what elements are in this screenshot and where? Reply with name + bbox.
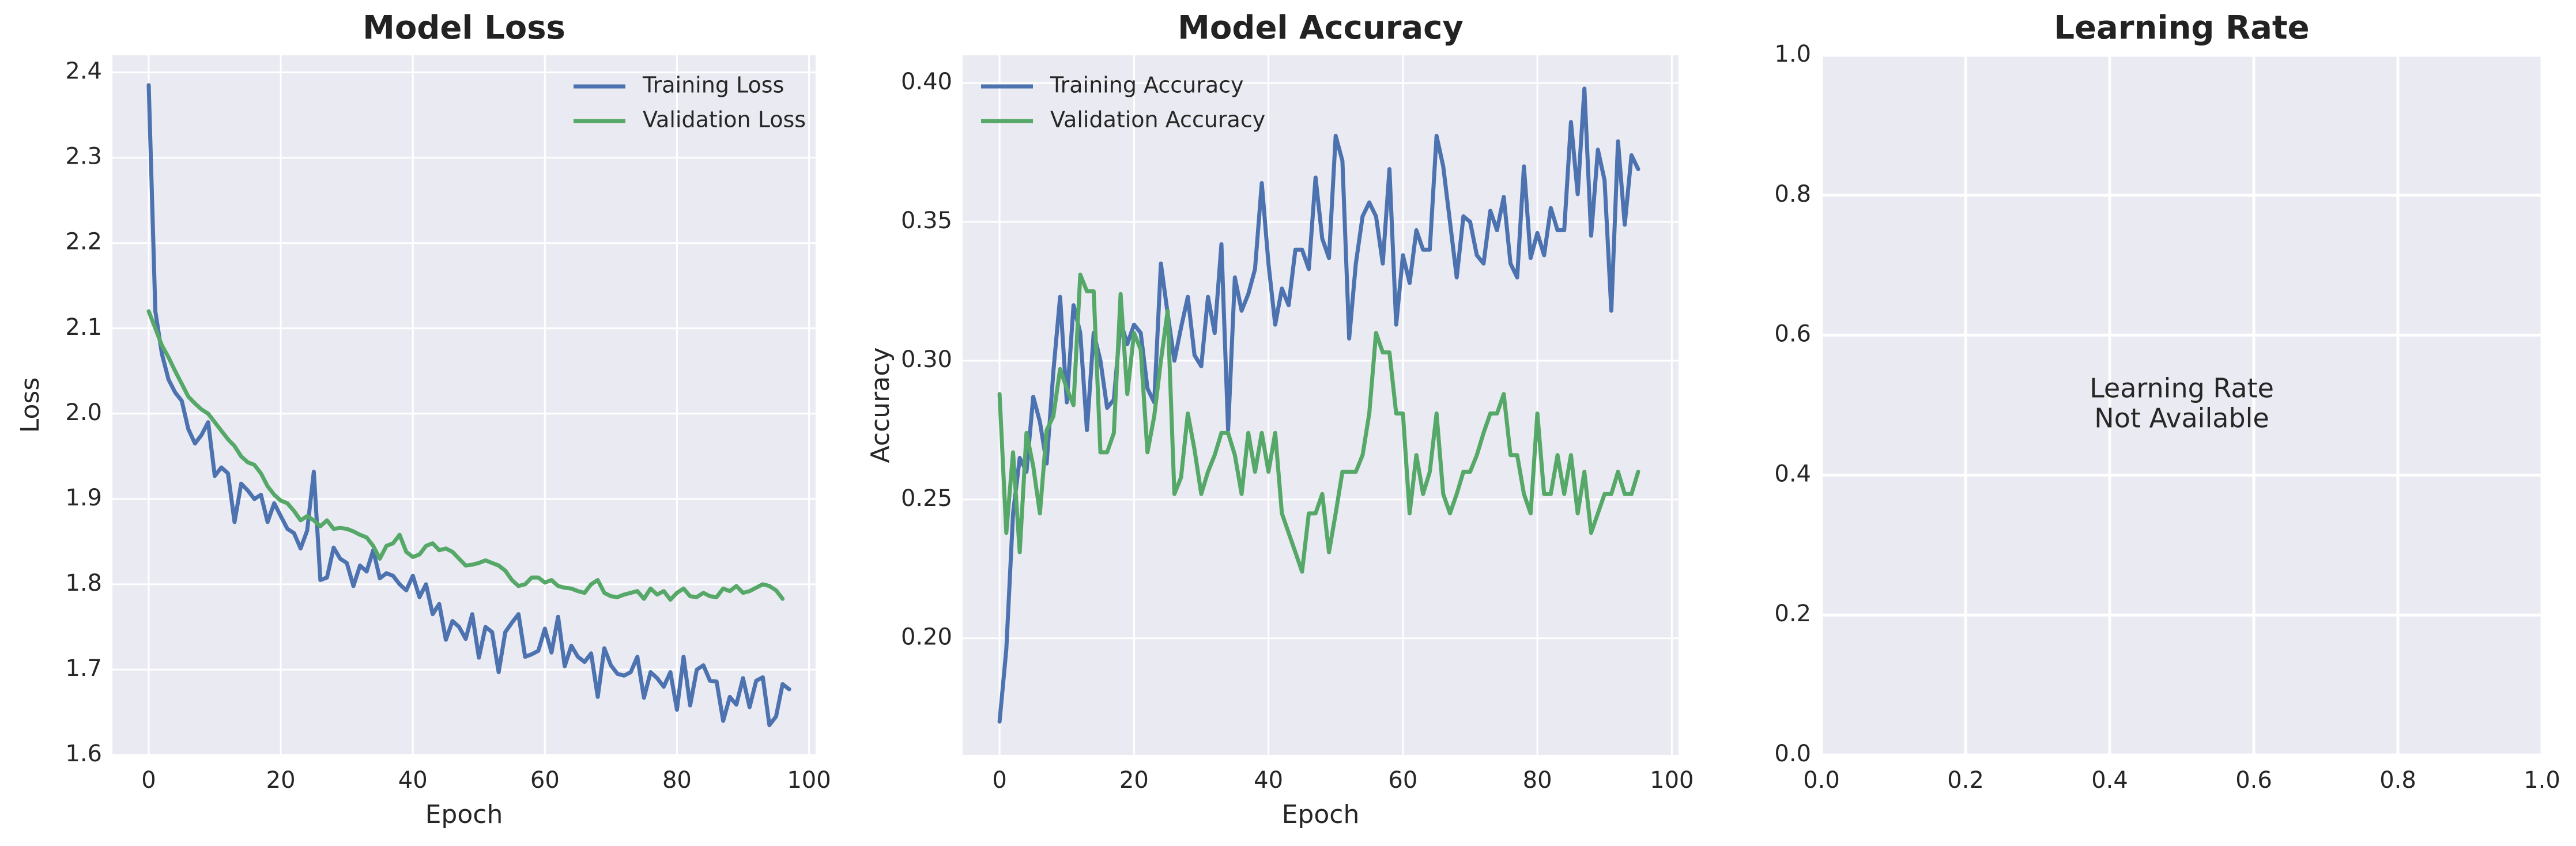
- grid-lines: [963, 55, 1679, 755]
- y-tick-label: 0.6: [1774, 321, 1811, 348]
- x-tick-label: 0: [992, 767, 1006, 794]
- legend-label: Training Accuracy: [1050, 73, 1244, 98]
- y-tick-label: 2.1: [65, 314, 102, 341]
- x-tick-label: 1.0: [2524, 767, 2560, 794]
- y-tick-label: 0.30: [901, 346, 952, 373]
- x-axis-label: Epoch: [425, 800, 503, 829]
- x-tick-label: 100: [787, 767, 831, 794]
- x-axis-label: Epoch: [1282, 800, 1360, 829]
- chart-panel-2: 0 20 40 60 80 100 0.20 0.25 0.30 0.35 0.40 Model Ac…: [866, 9, 1694, 829]
- y-tick-label: 0.0: [1774, 741, 1811, 767]
- plot-area: [112, 55, 816, 755]
- annotation-text: Not Available: [2094, 403, 2269, 434]
- legend: Training Accuracy Validation Accuracy: [981, 73, 1265, 133]
- y-axis-label: Loss: [16, 377, 45, 433]
- y-tick-label: 0.2: [1774, 600, 1811, 627]
- y-tick-label: 0.4: [1774, 460, 1811, 487]
- x-tick-label: 80: [1523, 767, 1552, 794]
- legend: Training Loss Validation Loss: [574, 73, 806, 133]
- x-tick-label: 0.4: [2091, 767, 2128, 794]
- y-tick-label: 1.6: [65, 741, 102, 767]
- y-tick-label: 2.3: [65, 143, 102, 170]
- chart-title: Model Loss: [363, 9, 565, 47]
- y-tick-label: 2.0: [65, 399, 102, 426]
- y-tick-label: 0.40: [901, 69, 952, 95]
- series-line-training-loss: [146, 83, 791, 727]
- y-tick-label: 1.9: [65, 485, 102, 511]
- legend-label: Validation Loss: [643, 107, 806, 133]
- y-tick-label: 1.8: [65, 570, 102, 596]
- x-tick-label: 0.2: [1947, 767, 1984, 794]
- series-line-training-accuracy: [997, 86, 1640, 724]
- y-tick-label: 0.8: [1774, 181, 1811, 207]
- series-line-validation-accuracy: [997, 273, 1640, 574]
- x-tick-label: 60: [530, 767, 560, 794]
- x-tick-label: 0.8: [2379, 767, 2416, 794]
- x-tick-label: 60: [1388, 767, 1417, 794]
- y-tick-label: 1.0: [1774, 41, 1811, 67]
- plot-area: [963, 55, 1679, 755]
- y-tick-label: 2.2: [65, 229, 102, 255]
- y-tick-label: 0.20: [901, 624, 952, 651]
- x-tick-label: 40: [398, 767, 428, 794]
- x-tick-label: 40: [1254, 767, 1283, 794]
- plot-area: [1821, 55, 2542, 755]
- x-tick-label: 100: [1650, 767, 1694, 794]
- x-tick-label: 0.0: [1803, 767, 1840, 794]
- chart-title: Model Accuracy: [1178, 9, 1464, 47]
- legend-label: Training Loss: [642, 73, 784, 98]
- y-tick-label: 2.4: [65, 58, 102, 85]
- annotation-text: Learning Rate: [2090, 373, 2274, 404]
- y-tick-label: 0.25: [901, 485, 952, 512]
- grid-lines: [1820, 54, 2544, 757]
- legend-label: Validation Accuracy: [1050, 107, 1265, 133]
- chart-panel-1: 0 20 40 60 80 100 1.6 1.7 1.8 1.9 2.0 2.1 2.2 2.3 2.4 M…: [16, 9, 831, 829]
- chart-title: Learning Rate: [2054, 9, 2309, 47]
- x-tick-label: 80: [662, 767, 692, 794]
- x-tick-label: 20: [266, 767, 296, 794]
- x-tick-label: 20: [1119, 767, 1149, 794]
- chart-panel-3: 0.0 0.2 0.4 0.6 0.8 1.0 0.0 0.2 0.4 0.6 0.8 1.0 Lear…: [1774, 9, 2560, 794]
- x-tick-label: 0: [141, 767, 156, 794]
- y-axis-label: Accuracy: [866, 348, 895, 463]
- series-line-validation-loss: [146, 309, 785, 602]
- grid-lines: [112, 55, 816, 756]
- y-tick-label: 1.7: [65, 655, 102, 682]
- y-tick-label: 0.35: [901, 207, 952, 234]
- x-tick-label: 0.6: [2235, 767, 2272, 794]
